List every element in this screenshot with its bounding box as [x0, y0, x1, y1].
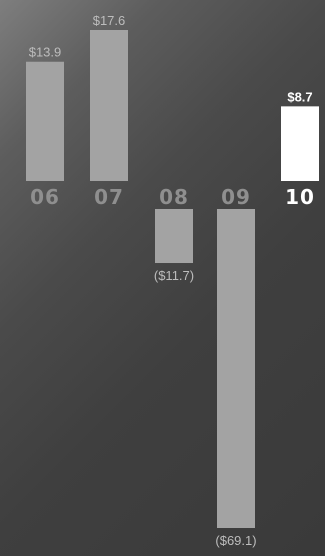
bar-10 — [281, 106, 319, 181]
category-label-07: 07 — [94, 185, 124, 209]
bar-07 — [90, 30, 128, 181]
category-label-06: 06 — [30, 185, 60, 209]
category-label-08: 08 — [159, 185, 189, 209]
value-label-09: ($69.1) — [215, 533, 256, 548]
category-label-10: 10 — [285, 185, 315, 209]
bar-08 — [155, 209, 193, 264]
value-label-06: $13.9 — [29, 45, 62, 60]
value-label-10: $8.7 — [287, 89, 312, 104]
value-label-08: ($11.7) — [154, 268, 194, 283]
bar-06 — [26, 61, 64, 181]
value-label-07: $17.6 — [93, 13, 126, 28]
bar-09 — [217, 209, 255, 528]
category-label-09: 09 — [221, 185, 251, 209]
